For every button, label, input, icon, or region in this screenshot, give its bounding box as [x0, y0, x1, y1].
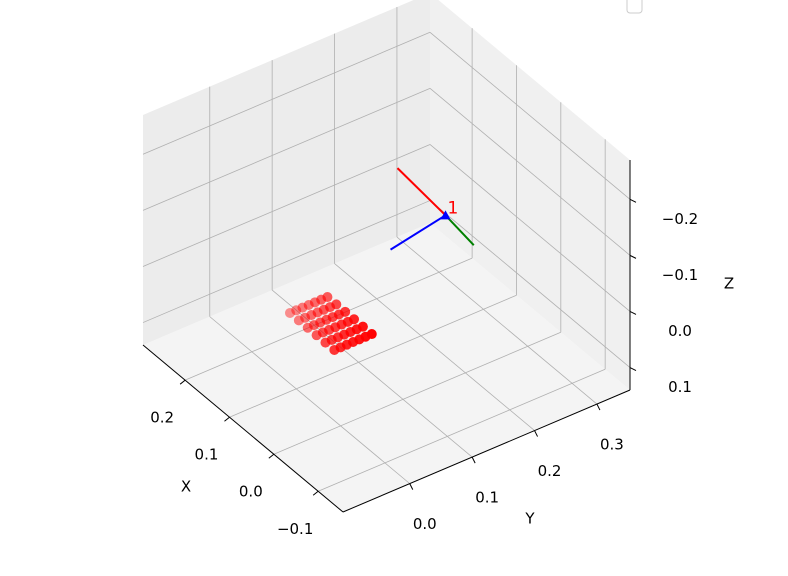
- grid-line: [334, 263, 535, 431]
- y-tick: [471, 456, 476, 464]
- x-tick-label: 0.1: [195, 446, 219, 464]
- x-tick: [268, 453, 275, 459]
- y-axis-label: Y: [524, 510, 535, 528]
- grid-line: [429, 200, 631, 368]
- x-tick: [224, 416, 230, 422]
- grid-line: [209, 316, 411, 484]
- x-axis-label: X: [181, 478, 191, 496]
- x-tick-label: 0.0: [239, 483, 263, 501]
- z-tick-label: −0.2: [662, 210, 698, 228]
- grid-line: [142, 87, 431, 211]
- grid-line: [318, 368, 606, 492]
- x-pane: [143, 0, 430, 345]
- grid-line: [229, 294, 517, 418]
- frame-axis: [444, 214, 475, 246]
- z-tick: [629, 254, 637, 259]
- frame-origin: [440, 210, 451, 220]
- y-axis-line: [342, 389, 631, 513]
- x-tick: [179, 379, 186, 385]
- z-tick-label: −0.1: [662, 266, 698, 284]
- floor-pane: [143, 223, 630, 512]
- point: [331, 299, 342, 310]
- x-axis-line: [142, 344, 344, 513]
- x-tick: [312, 490, 319, 496]
- grid-line: [142, 31, 431, 155]
- point: [322, 292, 333, 303]
- frame-axis: [396, 167, 447, 217]
- grid-line: [429, 31, 631, 200]
- z-tick-label: 0.0: [668, 322, 692, 340]
- y-tick: [534, 430, 538, 437]
- point: [357, 321, 368, 332]
- grid-line: [273, 331, 561, 455]
- point: [349, 314, 360, 325]
- y-tick-label: 0.2: [538, 462, 562, 480]
- z-tick: [629, 198, 637, 203]
- y-tick: [596, 403, 601, 411]
- grid-line: [396, 236, 598, 405]
- grid-line: [429, 144, 631, 312]
- z-tick: [629, 311, 637, 315]
- point: [291, 305, 302, 316]
- y-tick-label: 0.0: [413, 515, 437, 533]
- x-tick-label: −0.1: [277, 520, 313, 538]
- point: [284, 307, 295, 318]
- x-tick-label: 0.2: [150, 409, 174, 427]
- frame-axis: [390, 214, 447, 251]
- z-tick: [629, 367, 637, 372]
- z-tick-label: 0.1: [668, 378, 692, 396]
- grid-line: [429, 88, 631, 256]
- y-tick: [409, 483, 414, 490]
- legend-box: [626, 0, 643, 14]
- point: [340, 306, 351, 317]
- annotation: 1: [448, 198, 459, 218]
- y-pane: [430, 0, 630, 390]
- y-tick-label: 0.3: [600, 436, 624, 454]
- y-tick-label: 0.1: [475, 489, 499, 507]
- z-axis-label: Z: [724, 275, 734, 293]
- grid-line: [142, 144, 431, 267]
- point: [366, 329, 377, 340]
- grid-line: [142, 200, 431, 323]
